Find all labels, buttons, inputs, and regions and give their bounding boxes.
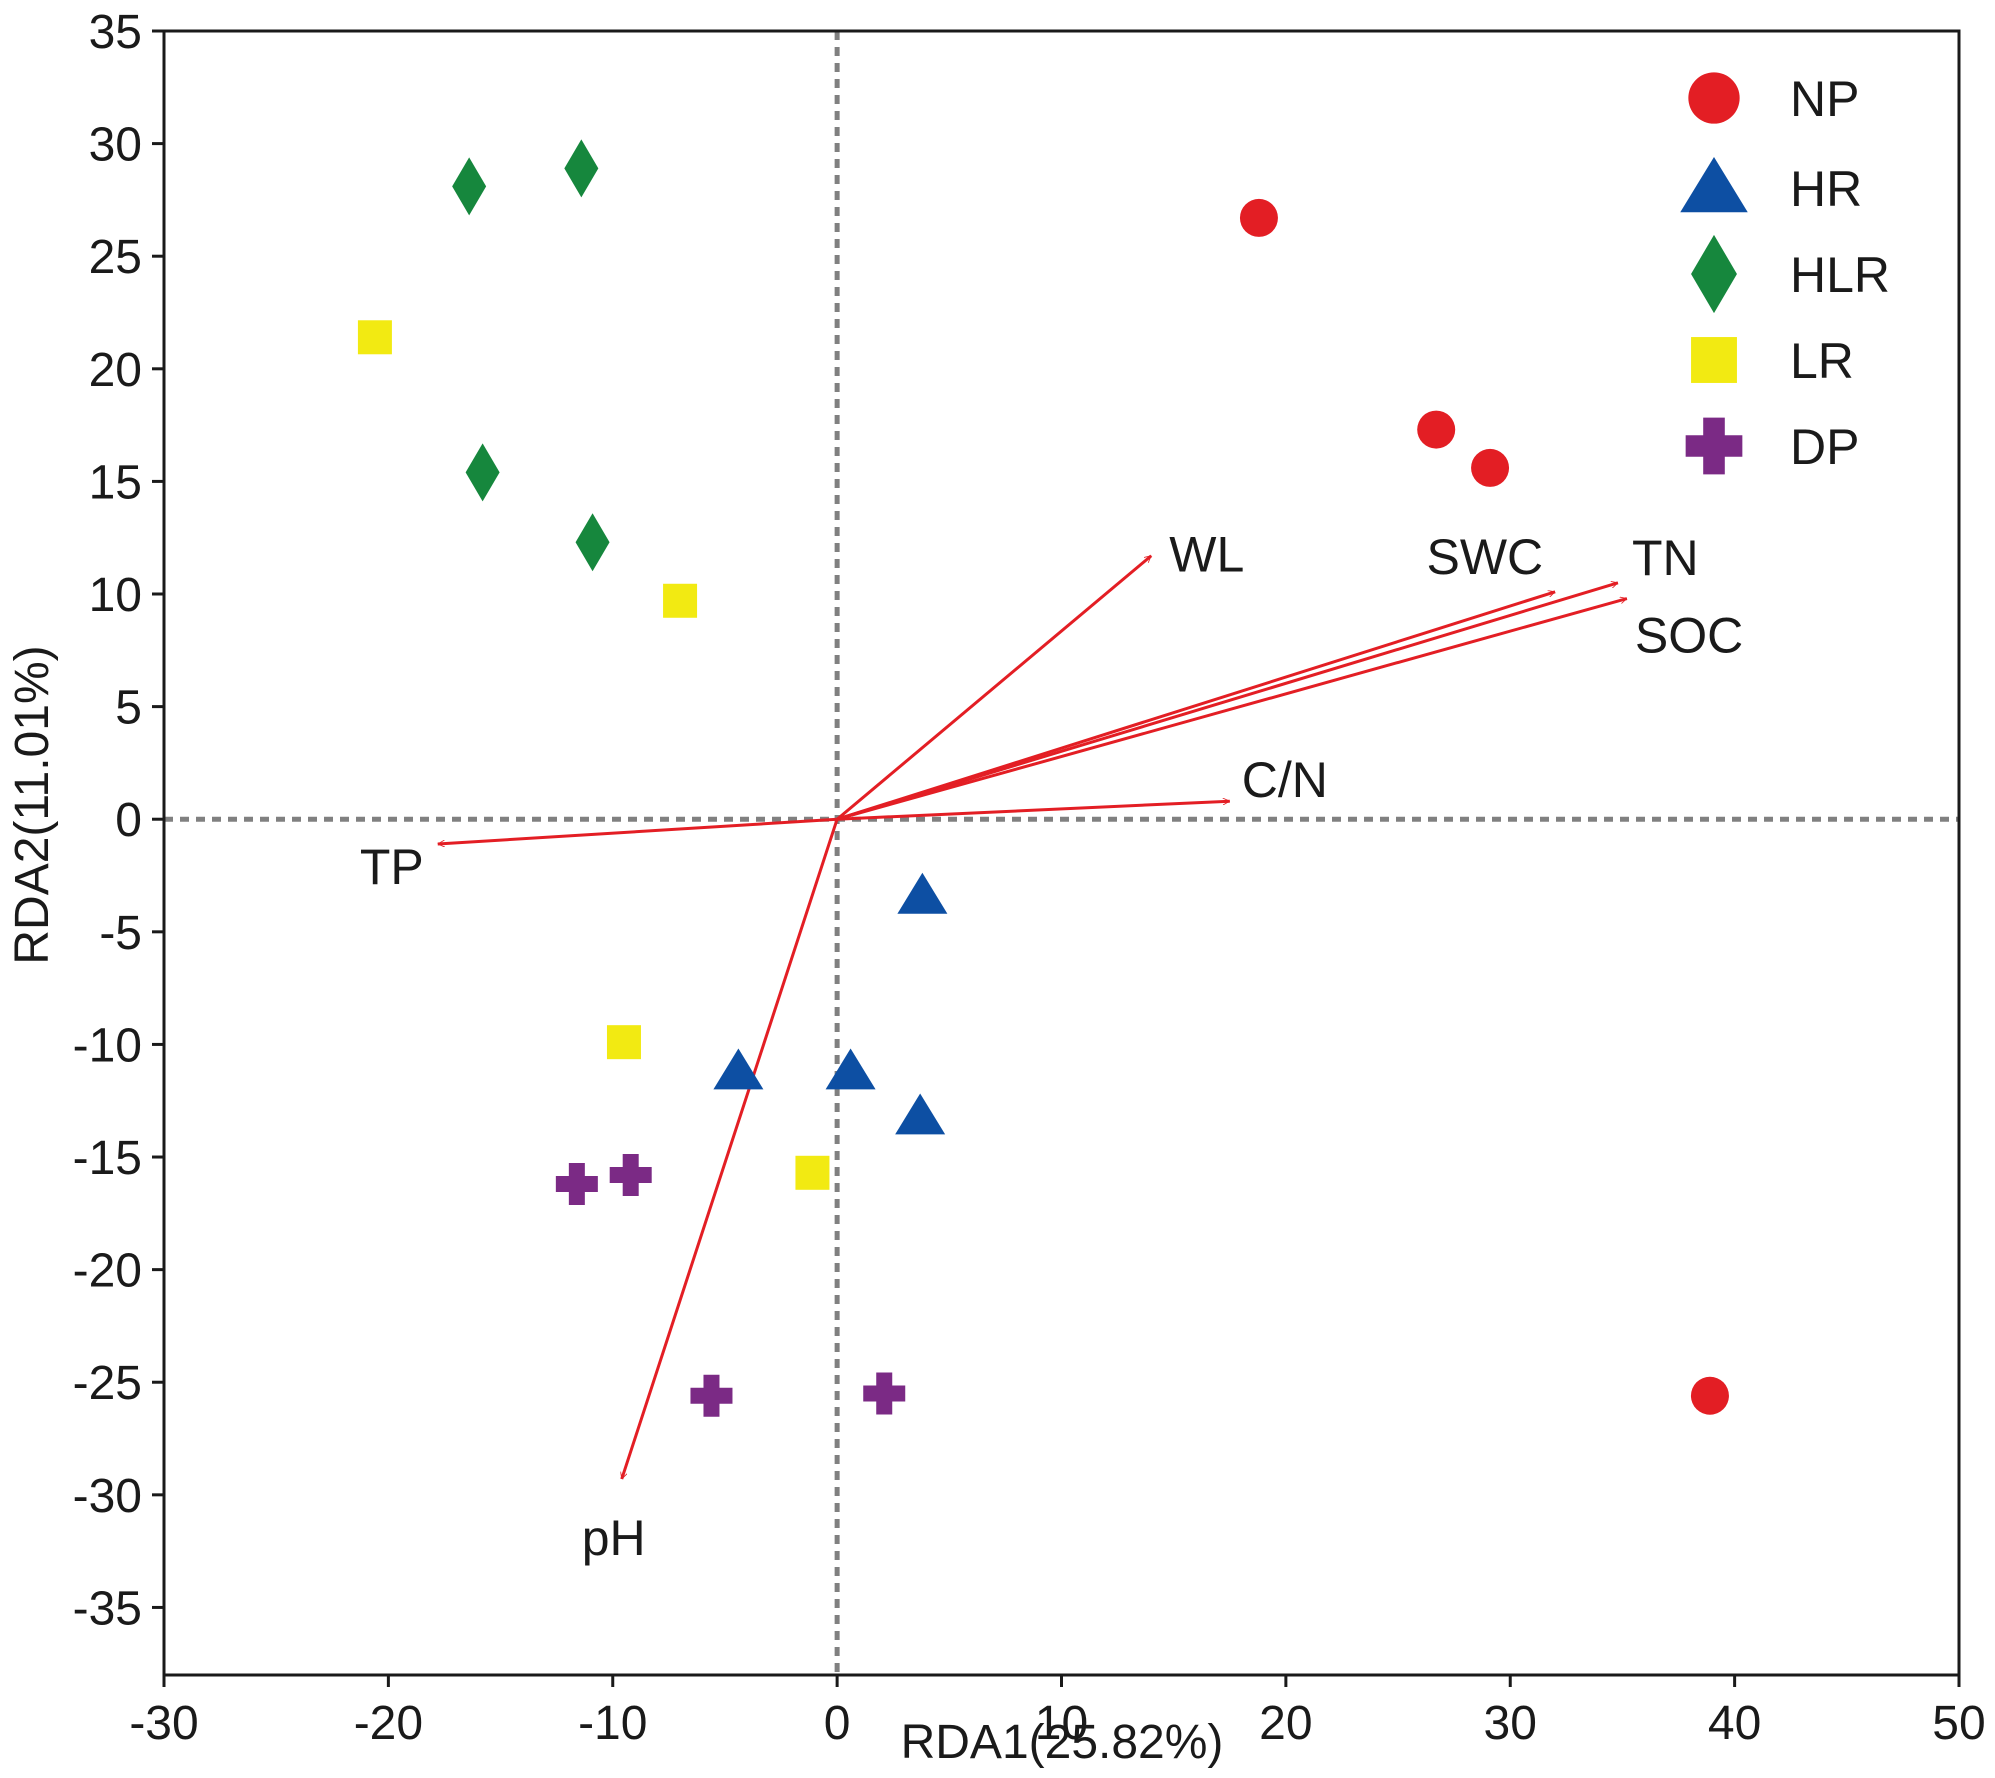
- dp-point: [609, 1154, 652, 1197]
- x-tick-label: 40: [1708, 1697, 1761, 1750]
- y-tick-label: -25: [73, 1357, 142, 1410]
- vector-arrow-tn: [836, 583, 1618, 821]
- y-tick-label: -5: [99, 907, 142, 960]
- y-tick-label: 30: [89, 119, 142, 172]
- legend-label-hlr: HLR: [1790, 247, 1890, 303]
- vector-label-wl: WL: [1169, 527, 1244, 583]
- vector-label-soc: SOC: [1635, 608, 1743, 664]
- vector-arrow-swc: [836, 592, 1555, 821]
- dp-point: [690, 1374, 733, 1417]
- legend: NP HR HLR LR DP: [1680, 71, 1890, 475]
- vector-label-swc: SWC: [1426, 529, 1543, 585]
- hr-point: [825, 1048, 876, 1090]
- x-tick-label: 50: [1932, 1697, 1985, 1750]
- y-tick-label: -10: [73, 1019, 142, 1072]
- y-tick-label: 0: [115, 794, 142, 847]
- x-tick-label: 30: [1484, 1697, 1537, 1750]
- vector-label-tp: TP: [360, 839, 424, 895]
- hlr-point: [465, 443, 500, 502]
- lr-point: [606, 1025, 641, 1060]
- lr-point: [795, 1155, 830, 1190]
- np-point: [1239, 198, 1278, 237]
- dp-point: [863, 1372, 906, 1415]
- y-tick-label: 10: [89, 569, 142, 622]
- legend-label-dp: DP: [1790, 419, 1859, 475]
- np-point: [1417, 410, 1456, 449]
- vector-arrow-c-n: [837, 801, 1230, 821]
- hr-point: [897, 872, 948, 914]
- x-tick-label: -10: [578, 1697, 647, 1750]
- plot-frame: [162, 29, 1961, 1677]
- legend-label-lr: LR: [1790, 333, 1854, 389]
- vector-arrow-tp: [438, 817, 838, 844]
- sample-points: [357, 139, 1729, 1417]
- vector-label-tn: TN: [1632, 530, 1699, 586]
- y-tick-label: 5: [115, 682, 142, 735]
- y-tick-label: -15: [73, 1132, 142, 1185]
- lr-point: [663, 583, 698, 618]
- hlr-point: [452, 157, 487, 216]
- lr-point: [357, 320, 392, 355]
- y-tick-label: 25: [89, 231, 142, 284]
- y-tick-label: -35: [73, 1582, 142, 1635]
- hlr-point: [575, 513, 610, 572]
- vector-arrow-ph: [622, 818, 839, 1479]
- x-tick-label: 10: [1035, 1697, 1088, 1750]
- vector-label-c-n: C/N: [1242, 752, 1328, 808]
- vector-arrow-soc: [836, 599, 1627, 821]
- y-tick-label: 35: [89, 6, 142, 59]
- legend-hlr-diamond-icon: [1691, 234, 1737, 314]
- legend-dp-cross-icon: [1685, 417, 1743, 475]
- x-tick-label: -20: [354, 1697, 423, 1750]
- vector-arrow-wl: [836, 554, 1153, 821]
- np-point: [1690, 1376, 1729, 1415]
- x-tick-label: 20: [1259, 1697, 1312, 1750]
- y-tick-label: -30: [73, 1470, 142, 1523]
- y-tick-label: 20: [89, 344, 142, 397]
- zero-reference-lines: [164, 31, 1959, 1675]
- vector-label-ph: pH: [582, 1510, 646, 1566]
- np-point: [1471, 448, 1510, 487]
- y-axis-title: RDA2(11.01%): [6, 645, 59, 964]
- hlr-point: [564, 139, 599, 198]
- y-tick-label: 15: [89, 456, 142, 509]
- environmental-vectors: WL SWC TN SOC C/N TP pH: [360, 527, 1743, 1566]
- hr-point: [713, 1048, 764, 1090]
- x-tick-label: -30: [129, 1697, 198, 1750]
- hr-point: [895, 1093, 946, 1135]
- legend-label-hr: HR: [1790, 161, 1862, 217]
- legend-lr-square-icon: [1691, 337, 1737, 383]
- legend-label-np: NP: [1790, 71, 1859, 127]
- legend-np-circle-icon: [1688, 72, 1740, 124]
- x-axis-title: RDA1(25.82%): [901, 1716, 1224, 1769]
- legend-hr-triangle-icon: [1680, 156, 1748, 213]
- axes: -30 -20 -10 0 10 20 30 40 5035302520151050-5-10-…: [73, 6, 1986, 1750]
- dp-point: [555, 1163, 598, 1206]
- y-tick-label: -20: [73, 1245, 142, 1298]
- x-tick-label: 0: [824, 1697, 851, 1750]
